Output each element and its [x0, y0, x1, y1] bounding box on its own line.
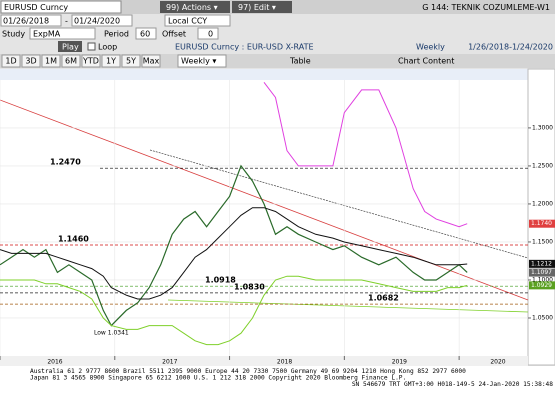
study-box[interactable] — [29, 27, 96, 40]
offset-label: Offset — [162, 30, 186, 39]
plot-area — [0, 80, 528, 356]
range-button[interactable] — [101, 54, 121, 68]
y-tick-label: 1.3000 — [532, 124, 553, 131]
range-button[interactable] — [81, 54, 101, 68]
date-sep: - — [65, 17, 68, 26]
range-label: 1Y — [106, 57, 116, 66]
page-name: G 144: TEKNIK COZUMLEME-W1 — [422, 3, 550, 12]
end-date-box[interactable] — [71, 14, 133, 27]
range-buttons: 1D 3D 1M 6M YTD 1Y 5Y Max — [1, 54, 161, 68]
security-box[interactable] — [0, 0, 122, 14]
range-button[interactable] — [41, 54, 61, 68]
end-date: 01/24/2020 — [74, 17, 120, 26]
footer-line: SN 546679 TRT GMT+3:00 H018-149-5 24-Jan… — [352, 381, 553, 388]
level-label: 1.0918 — [205, 276, 236, 285]
frequency: Weekly — [416, 43, 445, 52]
y-tick-label: 1.2000 — [532, 200, 553, 207]
last-value-box — [529, 259, 555, 268]
date-range: 1/26/2018-1/24/2020 — [468, 43, 553, 52]
period-label: Period — [104, 30, 129, 39]
last-value-box — [529, 219, 555, 228]
footer-line: Japan 81 3 4565 8900 Singapore 65 6212 1… — [30, 375, 406, 382]
footer-line: Australia 61 2 9777 8600 Brazil 5511 239… — [30, 368, 466, 375]
last-value-box — [529, 268, 555, 277]
y-tick-label: 1.0500 — [532, 314, 553, 321]
offset-box[interactable] — [197, 27, 219, 40]
study: ExpMA — [33, 30, 61, 39]
last-value: 1.0929 — [531, 282, 552, 289]
x-tick-label: 2018 — [277, 359, 292, 366]
x-tick-label: 2017 — [162, 359, 177, 366]
range-button[interactable] — [21, 54, 41, 68]
legend-strip — [0, 69, 528, 80]
last-value: 1.1212 — [531, 260, 552, 267]
table-button[interactable]: Table — [289, 57, 311, 66]
footer: Australia 61 2 9777 8600 Brazil 5511 239… — [30, 368, 553, 388]
period-select-box[interactable] — [177, 54, 227, 68]
play-button[interactable] — [58, 41, 82, 52]
level-label: 1.0682 — [368, 294, 399, 303]
range-label: 3D — [25, 57, 36, 66]
start-date: 01/26/2018 — [3, 17, 49, 26]
period-select: Weekly ▾ — [181, 57, 216, 66]
y-tick-label: 1.2500 — [532, 162, 553, 169]
study-label: Study — [2, 30, 25, 39]
x-tick-label: 2019 — [392, 359, 407, 366]
x-tick-label: 2020 — [490, 359, 505, 366]
series-line — [263, 81, 468, 228]
level-label: 1.0830 — [234, 282, 265, 291]
low-label: Low 1.0341 — [94, 330, 129, 337]
period: 60 — [140, 30, 150, 39]
trend-line — [0, 99, 529, 301]
range-label: 5Y — [126, 57, 136, 66]
currency-box[interactable] — [164, 14, 231, 27]
range-label: Max — [143, 57, 160, 66]
x-tick-label: 2016 — [47, 359, 62, 366]
last-value: 1.1740 — [531, 220, 552, 227]
edit: 97) Edit ▾ — [238, 3, 276, 12]
series-line — [0, 164, 468, 327]
play: Play — [62, 43, 79, 52]
security: EURUSD Curncy — [4, 3, 68, 12]
level-label: 1.2470 — [50, 158, 81, 167]
range-label: YTD — [82, 57, 99, 66]
period-box[interactable] — [135, 27, 157, 40]
actions: 99) Actions ▾ — [166, 3, 218, 12]
offset: 0 — [208, 30, 213, 39]
series-line — [0, 275, 468, 346]
x-axis — [0, 356, 528, 366]
price-axis — [527, 68, 555, 366]
range-button[interactable] — [121, 54, 141, 68]
range-button[interactable] — [61, 54, 81, 68]
trend-line — [167, 299, 529, 313]
chart-title: EURUSD Curncy : EUR-USD X-RATE — [175, 43, 314, 52]
last-value-box — [529, 281, 555, 290]
chart-content-button[interactable]: Chart Content — [398, 57, 454, 66]
footer-area — [0, 366, 555, 400]
loop: Loop — [98, 43, 117, 52]
range-button[interactable] — [1, 54, 21, 68]
range-button[interactable] — [141, 54, 161, 68]
start-date-box[interactable] — [0, 14, 62, 27]
y-tick-label: 1.1500 — [532, 238, 553, 245]
series-line — [0, 207, 468, 300]
level-label: 1.1460 — [58, 234, 89, 243]
edit-button[interactable] — [232, 1, 292, 13]
range-label: 1M — [45, 57, 57, 66]
y-tick-label: 1.1000 — [532, 276, 553, 283]
range-label: 6M — [65, 57, 77, 66]
loop-checkbox[interactable] — [87, 42, 96, 51]
last-value: 1.1097 — [531, 269, 552, 276]
range-label: 1D — [5, 57, 16, 66]
actions-button[interactable] — [160, 1, 230, 13]
currency: Local CCY — [168, 17, 207, 26]
